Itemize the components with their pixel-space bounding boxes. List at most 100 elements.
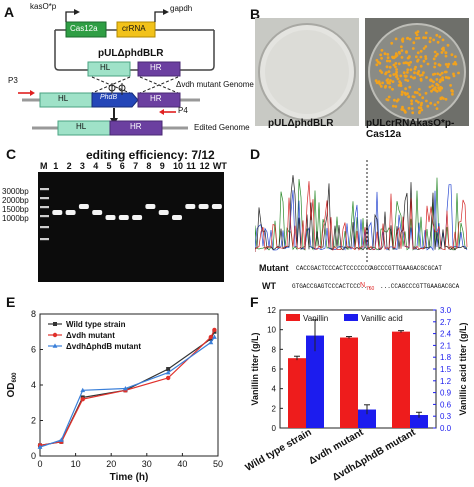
colony <box>392 73 396 76</box>
colony <box>394 62 398 65</box>
chromatogram <box>255 160 468 264</box>
colony <box>424 31 428 35</box>
data-point <box>80 387 86 393</box>
colony <box>407 95 411 99</box>
kaso-promoter-arrow <box>65 11 76 22</box>
colony <box>426 62 430 66</box>
panel-d-letter: D <box>250 146 261 162</box>
colony <box>418 74 422 77</box>
colony <box>434 54 438 58</box>
colony <box>436 101 440 104</box>
gel-band <box>65 210 76 215</box>
cas12a-label: Cas12a <box>70 24 98 33</box>
colony <box>422 71 425 74</box>
colony <box>400 90 404 94</box>
colony <box>422 36 425 40</box>
plasmid-name: pULΔphdBLR <box>98 48 164 59</box>
y-tick-label: 2 <box>272 404 277 413</box>
colony <box>397 50 401 54</box>
data-point <box>208 339 214 345</box>
colony <box>410 107 414 110</box>
colony <box>406 68 410 71</box>
colony <box>398 80 401 84</box>
x-tick-label: 40 <box>177 459 187 469</box>
colony <box>394 105 398 108</box>
colony <box>432 57 436 61</box>
colony <box>425 76 428 79</box>
colony <box>386 98 390 102</box>
colony <box>375 63 379 67</box>
data-point <box>212 327 217 333</box>
colony <box>399 74 403 78</box>
colony <box>386 56 390 60</box>
colony <box>417 36 421 40</box>
colony <box>416 51 420 55</box>
colony <box>414 55 418 59</box>
colony <box>413 91 417 94</box>
y-axis-label: Vanillin titer (g/L) <box>250 332 260 405</box>
gel-band <box>118 215 129 220</box>
phdb-label: PhdB <box>100 94 118 101</box>
colony <box>414 65 417 69</box>
colony <box>447 62 451 66</box>
cas12a-box <box>65 21 107 38</box>
colony <box>410 102 414 106</box>
colony <box>440 86 444 90</box>
gel-band <box>132 215 143 220</box>
colony <box>394 72 398 76</box>
data-point <box>165 375 171 381</box>
gel-band <box>105 215 116 220</box>
ladder-2000: 2000bp <box>2 196 29 205</box>
bar <box>358 409 376 428</box>
chromatogram-trace <box>255 184 468 252</box>
colony <box>387 70 391 73</box>
colony <box>432 38 436 42</box>
colony <box>433 86 437 89</box>
colony <box>404 75 407 78</box>
legend-label: Wild type strain <box>66 320 126 329</box>
gel-band <box>92 210 103 215</box>
ladder-3000: 3000bp <box>2 187 29 196</box>
y-tick-label: 10 <box>267 326 276 335</box>
x-tick-label: 50 <box>213 459 223 469</box>
colony <box>406 71 409 74</box>
colony <box>428 85 432 89</box>
colony <box>411 47 415 50</box>
wt-seq-n-count: 760 <box>366 286 375 292</box>
gel-image <box>38 172 224 282</box>
colony <box>439 96 443 100</box>
crrna-label: crRNA <box>122 24 146 33</box>
colony <box>404 110 407 114</box>
y-tick-label: 4 <box>272 385 277 394</box>
colony <box>417 106 421 109</box>
colony <box>451 92 454 96</box>
y-tick-label: 0 <box>31 451 36 461</box>
colony <box>438 35 442 39</box>
x-tick-label: 20 <box>106 459 116 469</box>
colony <box>429 78 433 82</box>
colony <box>415 99 418 103</box>
colony <box>440 51 444 54</box>
colony <box>416 58 420 62</box>
ladder-1000: 1000bp <box>2 214 29 223</box>
plasmid-hr-label: HR <box>150 63 162 72</box>
colony <box>454 62 458 66</box>
colony <box>435 33 439 37</box>
gel-lane-label: 9 <box>159 161 165 171</box>
colony <box>436 52 439 56</box>
panel-f-letter: F <box>250 294 259 310</box>
x-axis-label: Time (h) <box>110 472 149 483</box>
colony <box>406 37 409 40</box>
colony <box>432 88 435 91</box>
colony <box>424 55 427 58</box>
colony <box>417 70 421 73</box>
colony <box>394 52 398 56</box>
colony <box>375 58 379 62</box>
edited-hr-label: HR <box>130 122 142 131</box>
colony <box>400 108 404 111</box>
ladder-band <box>40 188 49 191</box>
colony <box>404 87 407 91</box>
colony <box>405 50 408 54</box>
ladder-band <box>40 215 49 218</box>
colony <box>407 106 411 110</box>
